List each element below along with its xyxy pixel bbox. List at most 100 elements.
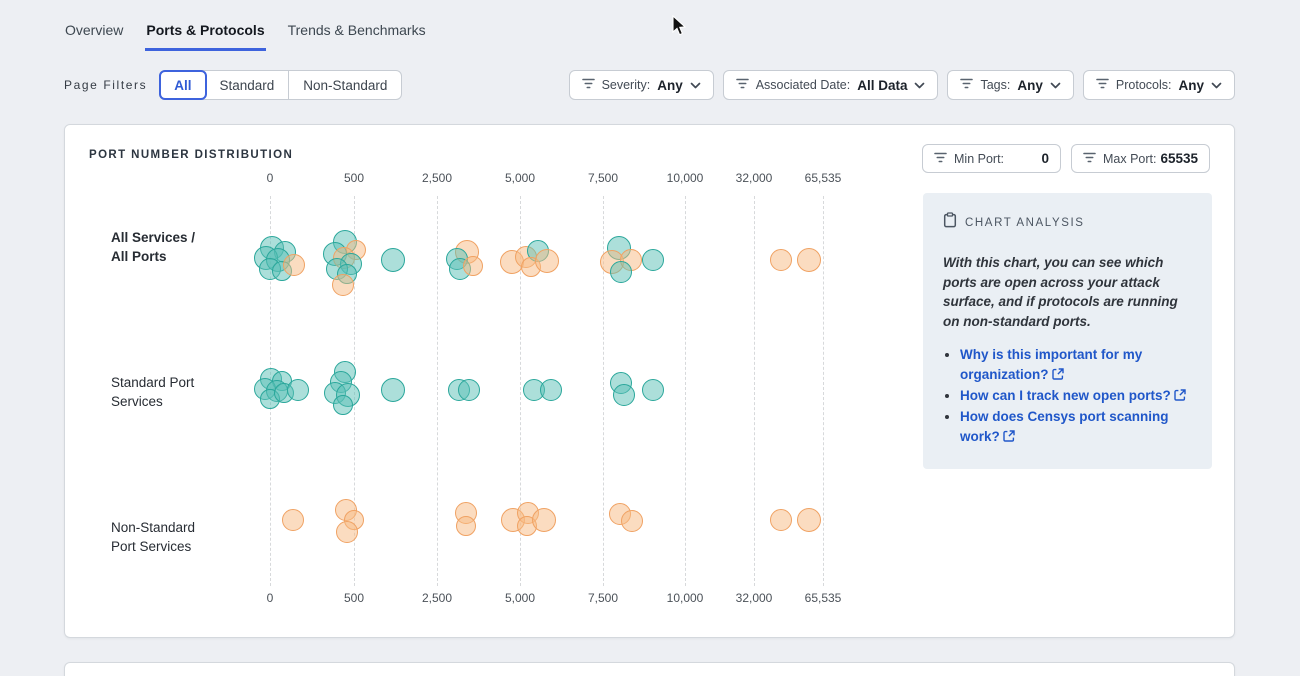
tab-bar: Overview Ports & Protocols Trends & Benchm… xyxy=(64,18,427,51)
x-axis-tick-label-top: 500 xyxy=(343,171,365,185)
x-axis-tick-label-top: 10,000 xyxy=(666,171,704,185)
port-bubble[interactable] xyxy=(456,516,476,536)
chart-gridline xyxy=(603,196,604,586)
mouse-cursor xyxy=(671,14,687,42)
port-bubble[interactable] xyxy=(770,249,792,271)
chevron-down-icon xyxy=(1050,76,1061,94)
filter-funnel-icon xyxy=(581,76,595,94)
x-axis-tick-label-bottom: 7,500 xyxy=(587,591,619,605)
max-port-value[interactable]: 65535 xyxy=(1160,151,1198,166)
port-bubble[interactable] xyxy=(283,254,305,276)
port-bubble[interactable] xyxy=(287,379,309,401)
analysis-link-why-is-this-important-for-my-o[interactable]: Why is this important for my organizatio… xyxy=(960,347,1142,382)
analysis-link-how-does-censys-port-scanning-[interactable]: How does Censys port scanning work? xyxy=(960,409,1169,444)
min-port-value[interactable]: 0 xyxy=(1041,151,1049,166)
tags-filter-dropdown[interactable]: Tags: Any xyxy=(947,70,1074,100)
analysis-link-how-can-i-track-new-open-ports[interactable]: How can I track new open ports? xyxy=(960,388,1186,403)
chart-gridline xyxy=(754,196,755,586)
port-bubble[interactable] xyxy=(610,261,632,283)
protocols-filter-value: Any xyxy=(1178,77,1204,93)
filter-funnel-icon xyxy=(1096,76,1109,94)
page-filter-all[interactable]: All xyxy=(159,70,207,100)
port-bubble[interactable] xyxy=(642,249,664,271)
tab-ports-protocols[interactable]: Ports & Protocols xyxy=(145,18,266,51)
page-filters-group: Page Filters All Standard Non-Standard xyxy=(64,70,403,100)
x-axis-tick-label-bottom: 65,535 xyxy=(804,591,842,605)
x-axis-tick-label-top: 0 xyxy=(266,171,274,185)
next-section-card xyxy=(64,662,1235,676)
port-bubble[interactable] xyxy=(770,509,792,531)
port-bubble[interactable] xyxy=(532,508,556,532)
port-distribution-card: PORT NUMBER DISTRIBUTION Min Port: 0 Max… xyxy=(64,124,1235,638)
page-filters-segmented-control: All Standard Non-Standard xyxy=(159,70,403,100)
port-bubble[interactable] xyxy=(332,274,354,296)
analysis-link-item: Why is this important for my organizatio… xyxy=(960,345,1192,385)
port-bubble[interactable] xyxy=(336,521,358,543)
filter-funnel-icon xyxy=(960,76,974,94)
chevron-down-icon xyxy=(690,76,701,94)
chevron-down-icon xyxy=(1211,76,1222,94)
port-bubble[interactable] xyxy=(797,248,821,272)
min-port-filter[interactable]: Min Port: 0 xyxy=(922,144,1061,173)
chart-title: PORT NUMBER DISTRIBUTION xyxy=(89,149,294,161)
protocols-filter-label: Protocols: xyxy=(1115,78,1172,92)
severity-filter-dropdown[interactable]: Severity: Any xyxy=(568,70,714,100)
associated-date-filter-label: Associated Date: xyxy=(755,78,851,92)
x-axis-tick-label-top: 32,000 xyxy=(735,171,773,185)
chart-gridline xyxy=(437,196,438,586)
tags-filter-value: Any xyxy=(1017,77,1043,93)
x-axis-tick-label-bottom: 0 xyxy=(266,591,274,605)
chart-analysis-header: CHART ANALYSIS xyxy=(943,212,1192,233)
port-bubble[interactable] xyxy=(621,510,643,532)
x-axis-tick-label-bottom: 10,000 xyxy=(666,591,704,605)
chart-gridline xyxy=(823,196,824,586)
page-filter-non-standard[interactable]: Non-Standard xyxy=(303,77,388,93)
row-label-standard-port-services: Standard Port Services xyxy=(111,375,195,409)
associated-date-filter-value: All Data xyxy=(857,77,908,93)
port-bubble[interactable] xyxy=(282,509,304,531)
port-bubble[interactable] xyxy=(333,395,353,415)
port-bubble[interactable] xyxy=(540,379,562,401)
port-bubble[interactable] xyxy=(535,249,559,273)
analysis-link-item: How does Censys port scanning work? xyxy=(960,407,1192,447)
tags-filter-label: Tags: xyxy=(980,78,1011,92)
x-axis-tick-label-bottom: 500 xyxy=(343,591,365,605)
associated-date-filter-dropdown[interactable]: Associated Date: All Data xyxy=(722,70,939,100)
chart-analysis-title: CHART ANALYSIS xyxy=(965,216,1085,229)
x-axis-tick-label-bottom: 2,500 xyxy=(421,591,453,605)
chart-analysis-links: Why is this important for my organizatio… xyxy=(960,345,1192,447)
min-port-label: Min Port: xyxy=(954,151,1005,166)
filter-funnel-icon xyxy=(735,76,749,94)
x-axis-tick-label-top: 2,500 xyxy=(421,171,453,185)
port-bubble[interactable] xyxy=(797,508,821,532)
analysis-link-text: How does Censys port scanning work? xyxy=(960,409,1169,444)
x-axis-tick-label-top: 65,535 xyxy=(804,171,842,185)
analysis-link-item: How can I track new open ports? xyxy=(960,386,1192,406)
port-range-controls: Min Port: 0 Max Port: 65535 xyxy=(922,144,1210,173)
x-axis-tick-label-bottom: 32,000 xyxy=(735,591,773,605)
port-bubble[interactable] xyxy=(381,248,405,272)
row-label-all-services-all-ports: All Services / All Ports xyxy=(111,230,196,264)
tab-overview[interactable]: Overview xyxy=(65,22,124,38)
x-axis-tick-label-bottom: 5,000 xyxy=(504,591,536,605)
tab-trends-benchmarks[interactable]: Trends & Benchmarks xyxy=(287,22,426,38)
port-bubble[interactable] xyxy=(458,379,480,401)
page-filter-standard[interactable]: Standard xyxy=(206,71,290,99)
severity-filter-label: Severity: xyxy=(601,78,651,92)
port-bubble[interactable] xyxy=(613,384,635,406)
chevron-down-icon xyxy=(914,76,925,94)
chart-analysis-body: With this chart, you can see which ports… xyxy=(943,255,1178,329)
max-port-filter[interactable]: Max Port: 65535 xyxy=(1071,144,1210,173)
filter-dropdowns: Severity: Any Associated Date: All Data Tags… xyxy=(568,70,1235,100)
port-bubble[interactable] xyxy=(381,378,405,402)
analysis-link-text: How can I track new open ports? xyxy=(960,388,1171,403)
chart-analysis-panel: CHART ANALYSIS With this chart, you can … xyxy=(923,193,1212,469)
analysis-link-text: Why is this important for my organizatio… xyxy=(960,347,1143,382)
port-bubble[interactable] xyxy=(642,379,664,401)
port-bubble[interactable] xyxy=(463,256,483,276)
row-label-non-standard-port-services: Non-Standard Port Services xyxy=(111,520,196,554)
max-port-label: Max Port: xyxy=(1103,151,1157,166)
protocols-filter-dropdown[interactable]: Protocols: Any xyxy=(1082,70,1235,100)
port-number-distribution-chart: 0 0 500 500 2,500 2,500 5,000 5,000 7,500 7,500 10… xyxy=(65,125,923,639)
